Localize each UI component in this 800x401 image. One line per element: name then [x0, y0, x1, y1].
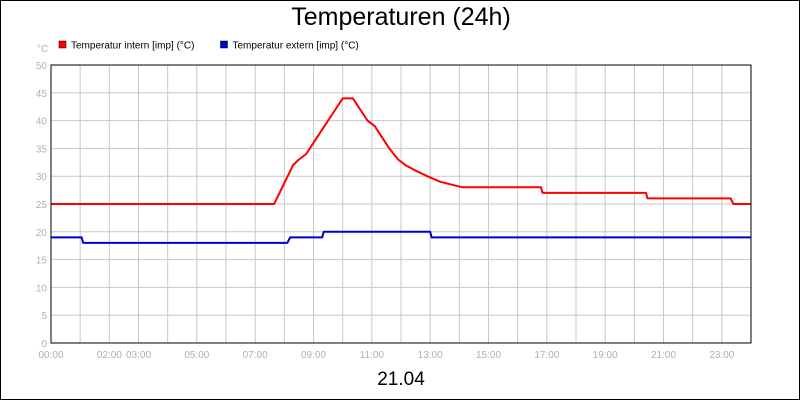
y-tick-label: 50: [36, 61, 48, 72]
legend: Temperatur intern [imp] (°C) Temperatur e…: [58, 40, 359, 52]
x-tick-label: 13:00: [418, 350, 443, 361]
y-tick-label: 40: [36, 117, 48, 128]
y-tick-label: 15: [36, 256, 48, 267]
x-tick-label: 21:00: [651, 350, 676, 361]
y-tick-label: 45: [36, 89, 48, 100]
x-tick-label: 02:00: [97, 350, 122, 361]
y-tick-label: 5: [41, 311, 47, 322]
series-lines: [51, 97, 751, 244]
legend-swatch: [220, 40, 228, 49]
x-axis-date-label: 21.04: [377, 369, 425, 390]
x-tick-label: 03:00: [126, 350, 151, 361]
x-tick-label: 00:00: [38, 350, 63, 361]
y-tick-label: 30: [36, 172, 48, 183]
tick-labels: 0 5 10 15 20 25 30 35 40 45 50 00:00 02:00 03:00 05:00…: [36, 61, 735, 361]
x-tick-label: 09:00: [301, 350, 326, 361]
y-tick-label: 35: [36, 144, 48, 155]
x-tick-label: 07:00: [243, 350, 268, 361]
series-line-extern: [51, 230, 751, 244]
chart-title: Temperaturen (24h): [291, 3, 511, 31]
x-tick-label: 11:00: [360, 350, 385, 361]
x-tick-label: 19:00: [593, 350, 618, 361]
y-tick-label: 25: [36, 200, 48, 211]
y-tick-label: 20: [36, 228, 48, 239]
y-tick-label: 0: [41, 339, 47, 350]
x-tick-label: 23:00: [709, 350, 734, 361]
legend-swatch: [58, 40, 67, 49]
x-tick-label: 05:00: [184, 350, 209, 361]
legend-label: Temperatur intern [imp] (°C): [71, 41, 194, 52]
plot-border: [50, 64, 752, 344]
x-tick-label: 17:00: [534, 350, 559, 361]
legend-label: Temperatur extern [imp] (°C): [232, 41, 358, 52]
y-tick-label: 10: [36, 283, 48, 294]
x-tick-label: 15:00: [476, 350, 501, 361]
series-line-intern: [51, 97, 751, 205]
y-axis-unit-label: °C: [37, 44, 48, 55]
